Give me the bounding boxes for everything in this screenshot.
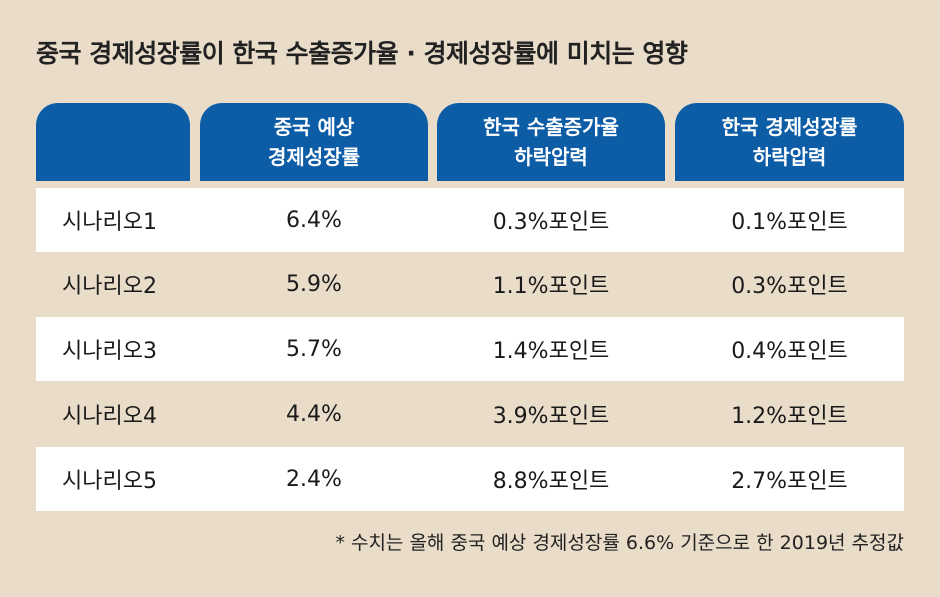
chart-title: 중국 경제성장률이 한국 수출증가율 · 경제성장률에 미치는 영향 [36,39,688,68]
table-row: 시나리오4 4.4% 3.9%포인트 1.2%포인트 [36,382,904,446]
china-growth-value: 6.4% [286,207,342,233]
export-pressure-value: 3.9%포인트 [492,404,610,429]
footnote: * 수치는 올해 중국 예상 경제성장률 6.6% 기준으로 한 2019년 추… [335,532,904,554]
header-cell-china-growth: 중국 예상 경제성장률 [200,103,428,181]
china-growth-value: 2.4% [286,466,342,492]
china-growth-value: 5.9% [286,271,342,297]
export-pressure-value: 1.4%포인트 [492,339,610,364]
scenario-label: 시나리오2 [62,274,157,299]
gdp-pressure-value: 0.3%포인트 [731,274,848,299]
china-growth-value: 5.7% [286,336,342,362]
scenario-label: 시나리오5 [62,469,157,494]
header-cell-gdp-pressure: 한국 경제성장률 하락압력 [675,103,904,181]
gdp-pressure-value: 0.1%포인트 [731,210,848,235]
gdp-pressure-value: 0.4%포인트 [731,339,848,364]
table-row: 시나리오3 5.7% 1.4%포인트 0.4%포인트 [36,317,904,381]
table-row: 시나리오1 6.4% 0.3%포인트 0.1%포인트 [36,188,904,252]
table-row: 시나리오5 2.4% 8.8%포인트 2.7%포인트 [36,447,904,511]
header-cell-export-pressure: 한국 수출증가율 하락압력 [437,103,665,181]
table-header: 중국 예상 경제성장률 한국 수출증가율 하락압력 한국 경제성장률 하락압력 [36,103,904,181]
table-row: 시나리오2 5.9% 1.1%포인트 0.3%포인트 [36,252,904,316]
gdp-pressure-value: 1.2%포인트 [731,404,848,429]
export-pressure-value: 1.1%포인트 [492,274,610,299]
export-pressure-value: 0.3%포인트 [492,210,610,235]
scenario-label: 시나리오4 [62,404,157,429]
export-pressure-value: 8.8%포인트 [492,469,610,494]
scenario-label: 시나리오3 [62,339,157,364]
header-cell-blank [36,103,190,181]
scenario-label: 시나리오1 [62,210,157,235]
gdp-pressure-value: 2.7%포인트 [731,469,848,494]
china-growth-value: 4.4% [286,401,342,427]
